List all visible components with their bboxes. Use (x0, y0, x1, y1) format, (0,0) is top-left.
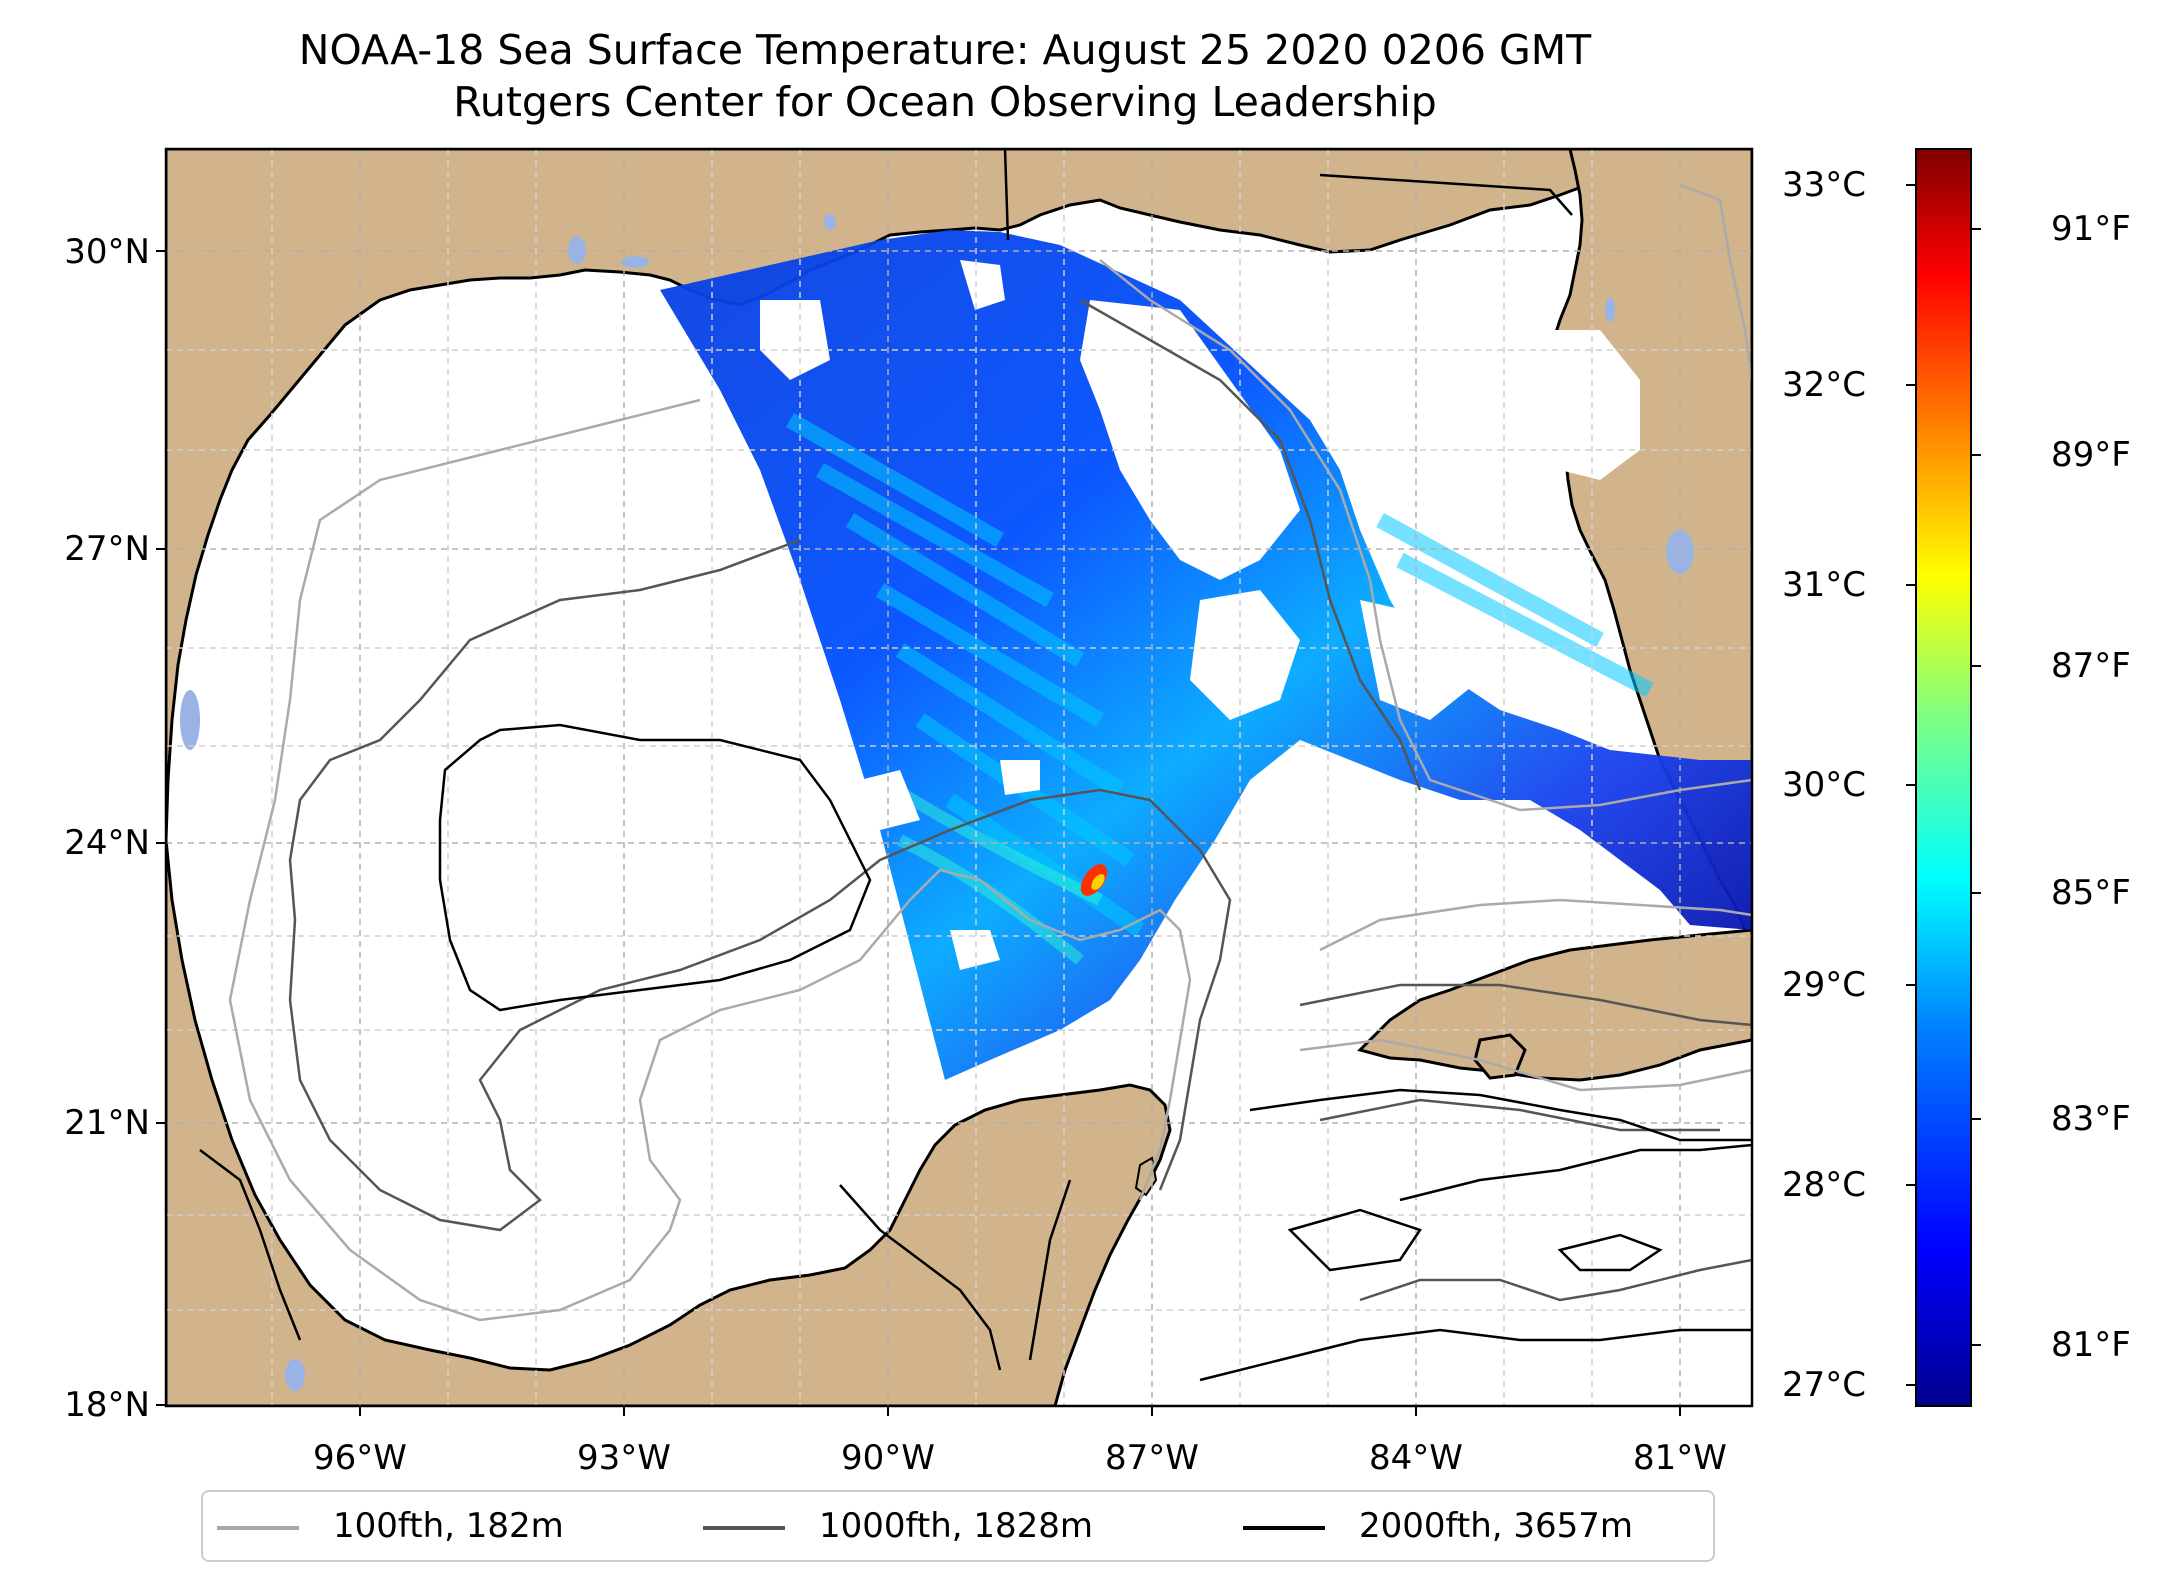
contour-legend: 100fth, 182m 1000fth, 1828m 2000fth, 365… (201, 1490, 1715, 1562)
colorbar-label-30c: 30°C (1782, 765, 1867, 805)
colorbar-label-91f: 91°F (2051, 209, 2131, 249)
legend-swatch-100fth (217, 1526, 299, 1530)
land-layer (166, 149, 1752, 1406)
lon-label-81w: 81°W (1633, 1438, 1727, 1478)
graticule (166, 149, 1752, 1406)
map-subtitle: Rutgers Center for Ocean Observing Leade… (453, 78, 1437, 126)
lat-label-24n: 24°N (64, 823, 150, 863)
legend-label-1000fth: 1000fth, 1828m (819, 1506, 1094, 1546)
contour-2000fth (438, 723, 1752, 1382)
legend-label-2000fth: 2000fth, 3657m (1359, 1506, 1634, 1546)
colorbar-label-28c: 28°C (1782, 1165, 1867, 1205)
colorbar-label-29c: 29°C (1782, 965, 1867, 1005)
colorbar-label-83f: 83°F (2051, 1099, 2131, 1139)
lon-label-93w: 93°W (577, 1438, 671, 1478)
colorbar-label-27c: 27°C (1782, 1365, 1867, 1405)
lon-label-96w: 96°W (313, 1438, 407, 1478)
legend-label-100fth: 100fth, 182m (333, 1506, 564, 1546)
land-cozumel (1134, 1156, 1158, 1197)
land-mexico-west (166, 839, 1172, 1406)
colorbar-label-87f: 87°F (2051, 646, 2131, 686)
colorbar-label-89f: 89°F (2051, 435, 2131, 475)
lon-label-84w: 84°W (1369, 1438, 1463, 1478)
lon-label-90w: 90°W (841, 1438, 935, 1478)
sst-swath (660, 230, 1752, 1080)
colorbar (1906, 148, 1981, 1407)
lat-label-21n: 21°N (64, 1103, 150, 1143)
map-title: NOAA-18 Sea Surface Temperature: August … (298, 26, 1592, 74)
lakes-layer (180, 214, 1694, 1391)
lat-label-27n: 27°N (64, 529, 150, 569)
contour-100fth (228, 183, 1752, 1322)
colorbar-label-85f: 85°F (2051, 873, 2131, 913)
lat-label-30n: 30°N (64, 232, 150, 272)
axis-ticks (156, 250, 1681, 1416)
land-cuba (1357, 928, 1752, 1082)
colorbar-label-31c: 31°C (1782, 565, 1867, 605)
colorbar-label-81f: 81°F (2051, 1325, 2131, 1365)
colorbar-label-33c: 33°C (1782, 165, 1867, 205)
legend-swatch-1000fth (703, 1526, 785, 1530)
lon-label-87w: 87°W (1105, 1438, 1199, 1478)
political-borders (199, 149, 1573, 1371)
colorbar-label-32c: 32°C (1782, 365, 1867, 405)
map-frame (164, 147, 1754, 1408)
lat-label-18n: 18°N (64, 1385, 150, 1425)
legend-swatch-2000fth (1243, 1526, 1325, 1530)
